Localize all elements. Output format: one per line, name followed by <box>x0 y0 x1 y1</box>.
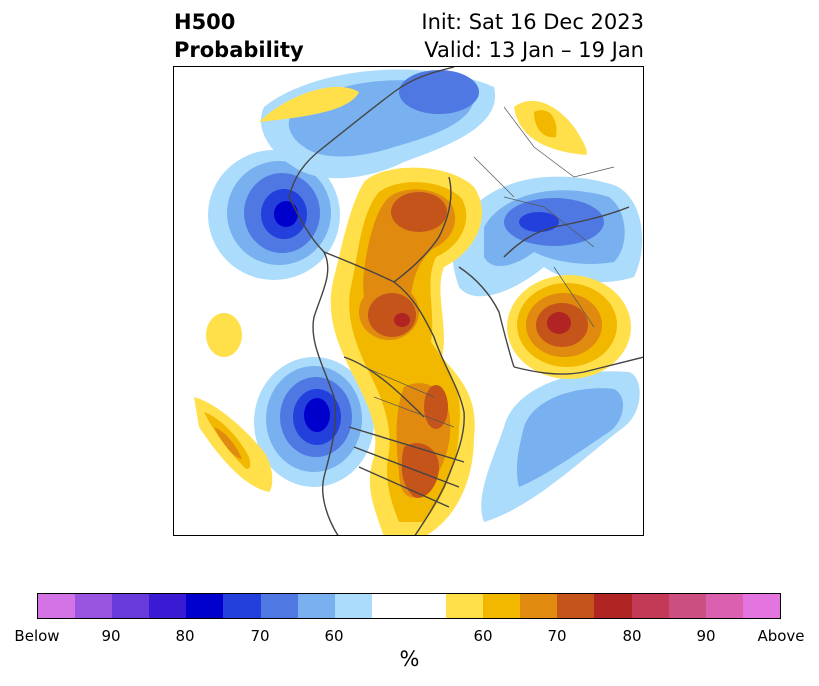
map-title: H500 Probability <box>174 8 304 64</box>
colorbar-segment <box>112 594 150 618</box>
anomaly-low-north-atlantic <box>452 176 643 297</box>
colorbar-segment <box>483 594 521 618</box>
map-dates: Init: Sat 16 Dec 2023 Valid: 13 Jan – 19… <box>421 8 644 64</box>
anomaly-high-minor <box>194 86 587 492</box>
colorbar-tick-label: 60 <box>473 627 493 645</box>
probability-colorbar <box>37 593 781 619</box>
title-variable: H500 <box>174 10 236 34</box>
title-product: Probability <box>174 38 304 62</box>
colorbar-segment <box>223 594 261 618</box>
colorbar-segment <box>334 594 372 618</box>
colorbar-segment <box>520 594 558 618</box>
country-borders <box>363 106 615 428</box>
colorbar-segment <box>186 594 224 618</box>
anomaly-low-arctic-top <box>260 69 496 179</box>
colorbar-segment <box>705 594 743 618</box>
colorbar-tick-label: 90 <box>101 627 121 645</box>
colorbar-segment <box>742 594 780 618</box>
anomaly-low-subtropical-atlantic <box>481 371 640 522</box>
colorbar-segment <box>149 594 187 618</box>
anomaly-low-west-us <box>254 357 374 487</box>
anomaly-low-gulf-alaska <box>208 150 340 280</box>
colorbar-segment <box>557 594 595 618</box>
colorbar-tick-label: 80 <box>175 627 195 645</box>
colorbar-unit-label: % <box>399 647 420 671</box>
colorbar-tick-label: 70 <box>547 627 567 645</box>
valid-dates: Valid: 13 Jan – 19 Jan <box>424 38 644 62</box>
map-canvas <box>194 67 643 535</box>
colorbar-segment <box>75 594 113 618</box>
colorbar-tick-label: Below <box>14 627 60 645</box>
anomaly-high-europe <box>507 275 631 379</box>
colorbar-segment <box>371 594 447 618</box>
colorbar-segment <box>594 594 632 618</box>
init-date: Init: Sat 16 Dec 2023 <box>421 10 644 34</box>
colorbar-segment <box>297 594 335 618</box>
colorbar-segment <box>668 594 706 618</box>
colorbar-segment <box>446 594 484 618</box>
colorbar-segment <box>38 594 76 618</box>
colorbar-tick-label: Above <box>757 627 805 645</box>
probability-map <box>173 66 644 536</box>
colorbar-segment <box>631 594 669 618</box>
colorbar-tick-label: 90 <box>696 627 716 645</box>
colorbar-tick-label: 70 <box>250 627 270 645</box>
colorbar-segment <box>260 594 298 618</box>
anomaly-high-canada-arctic <box>330 167 483 535</box>
coastlines <box>288 67 643 535</box>
colorbar-ticks: Below 90 80 70 60 60 70 80 90 Above <box>0 627 819 647</box>
colorbar-tick-label: 80 <box>622 627 642 645</box>
colorbar-tick-label: 60 <box>324 627 344 645</box>
